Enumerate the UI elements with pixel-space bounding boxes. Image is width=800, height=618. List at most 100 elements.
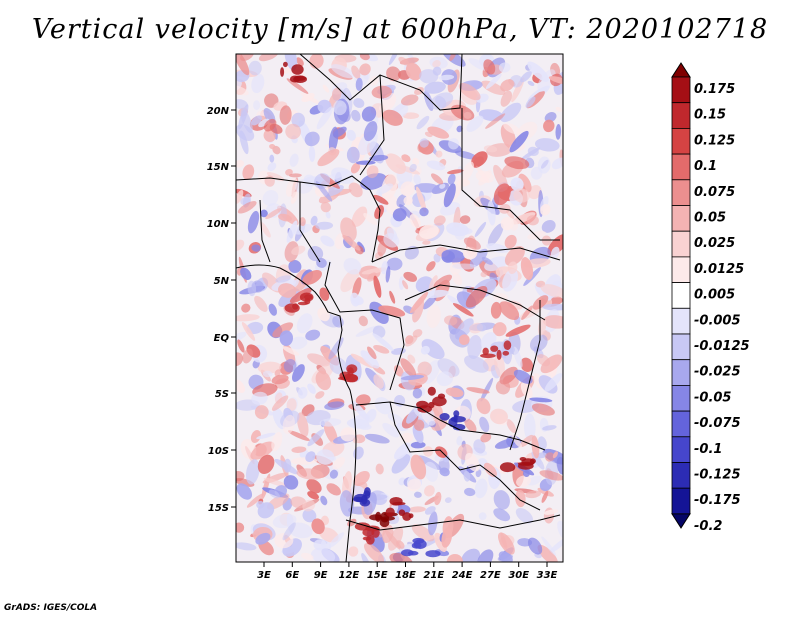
field-blob <box>544 112 557 123</box>
field-core <box>408 513 414 519</box>
field-blob <box>255 532 271 545</box>
field-blob <box>454 150 478 160</box>
field-blob <box>310 215 318 226</box>
field-blob <box>355 394 371 407</box>
lon-label: 24E <box>452 570 473 581</box>
field-blob <box>311 547 336 562</box>
field-core <box>482 347 489 356</box>
colorbar-label: -0.2 <box>694 519 722 534</box>
field-blob <box>464 418 477 433</box>
field-blob <box>366 165 379 179</box>
lon-label: 21E <box>423 570 444 581</box>
lat-label: 10S <box>208 446 229 457</box>
field-blob <box>350 292 360 307</box>
colorbar-swatch <box>671 230 691 258</box>
field-blob <box>307 353 330 367</box>
colorbar-label: -0.175 <box>694 493 741 508</box>
colorbar-swatch <box>671 384 691 412</box>
field-blob <box>507 261 518 274</box>
colorbar-swatch <box>671 102 691 129</box>
field-blob <box>333 126 347 138</box>
field-blob <box>531 403 555 416</box>
lon-label: 18E <box>395 570 416 581</box>
field-blob <box>529 397 553 403</box>
colorbar-swatch <box>671 282 691 309</box>
field-blob <box>262 370 273 378</box>
field-blob <box>454 228 466 240</box>
field-blob <box>265 208 282 220</box>
field-core <box>364 487 371 497</box>
field-blob <box>447 169 464 175</box>
field-blob <box>402 280 409 290</box>
field-blob <box>495 379 511 395</box>
field-core <box>413 539 427 550</box>
field-blob <box>485 113 506 129</box>
field-core <box>417 405 433 413</box>
field-blob <box>432 66 442 76</box>
field-blob <box>245 459 260 485</box>
field-blob <box>403 271 418 282</box>
field-blob <box>463 237 481 250</box>
field-blob <box>400 94 419 106</box>
field-blob <box>542 303 563 311</box>
field-blob <box>422 446 434 457</box>
field-blob <box>412 297 425 323</box>
field-blob <box>555 106 563 112</box>
colorbar-swatch <box>671 205 691 232</box>
field-blob <box>372 333 394 351</box>
lat-label: 15S <box>208 503 229 514</box>
field-blob <box>377 240 387 257</box>
field-blob <box>467 334 482 360</box>
field-blob <box>236 471 245 482</box>
field-blob <box>500 216 514 231</box>
field-blob <box>544 373 563 392</box>
field-blob <box>405 62 422 81</box>
field-blob <box>456 178 471 187</box>
field-blob <box>300 552 314 561</box>
field-blob <box>289 153 299 167</box>
field-blob <box>498 62 511 73</box>
field-blob <box>521 305 533 321</box>
field-blob <box>307 246 324 262</box>
field-blob <box>516 475 531 487</box>
field-blob <box>502 268 519 292</box>
field-blob <box>302 508 317 523</box>
field-blob <box>317 149 340 167</box>
field-blob <box>316 106 334 130</box>
field-blob <box>256 432 276 440</box>
field-blob <box>494 352 505 378</box>
field-core <box>283 61 288 68</box>
field-blob <box>355 77 363 91</box>
colorbar-label: -0.025 <box>694 365 741 380</box>
field-blob <box>360 173 387 190</box>
field-blob <box>513 346 523 368</box>
field-blob <box>479 416 490 433</box>
field-blob <box>527 230 547 240</box>
grads-credit: GrADS: IGES/COLA <box>4 603 98 613</box>
field-blob <box>548 76 563 85</box>
field-blob <box>541 490 549 503</box>
field-blob <box>279 105 292 125</box>
field-blob <box>392 208 407 222</box>
field-blob <box>536 452 547 459</box>
field-blob <box>515 489 526 508</box>
field-blob <box>290 191 298 205</box>
colorbar-swatch <box>671 256 691 283</box>
field-blob <box>369 154 389 162</box>
lat-label: 5N <box>214 276 230 287</box>
field-blob <box>311 518 325 535</box>
field-blob <box>251 391 268 405</box>
field-core <box>432 396 447 407</box>
field-blob <box>543 509 559 515</box>
field-blob <box>504 246 525 266</box>
field-blob <box>458 82 481 101</box>
field-blob <box>240 267 252 280</box>
field-core <box>490 345 499 352</box>
field-blob <box>285 168 293 176</box>
field-blob <box>296 57 304 67</box>
field-blob <box>236 314 260 322</box>
field-blob <box>371 85 392 99</box>
field-core <box>392 501 406 506</box>
field-blob <box>395 164 421 175</box>
field-blob <box>463 111 472 119</box>
